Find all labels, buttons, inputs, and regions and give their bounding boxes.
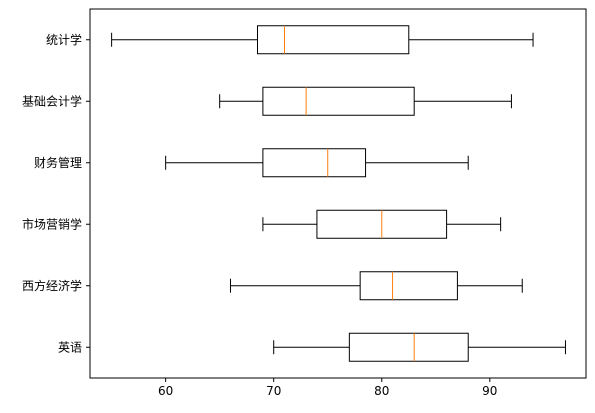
box-4 [229,271,523,301]
y-tick-label: 统计学 [46,32,82,47]
x-tick-label: 80 [374,384,389,398]
x-tick-label: 70 [266,384,281,398]
box-1 [219,86,512,116]
plot-area [111,25,566,362]
box-body [262,86,415,116]
y-tick-label: 财务管理 [34,155,82,170]
box-body [359,271,458,301]
x-tick-label: 60 [158,384,173,398]
y-tick-label: 英语 [58,340,82,354]
box-body [348,332,469,362]
box-2 [165,148,469,178]
box-5 [273,332,566,362]
y-tick-label: 市场营销学 [22,216,82,231]
y-tick-label: 西方经济学 [22,278,82,293]
box-body [256,25,410,55]
plot-frame [89,8,587,379]
box-0 [111,25,534,55]
x-tick-label: 90 [482,384,497,398]
box-body [262,148,367,178]
box-3 [262,209,502,239]
y-tick-label: 基础会计学 [22,93,82,108]
